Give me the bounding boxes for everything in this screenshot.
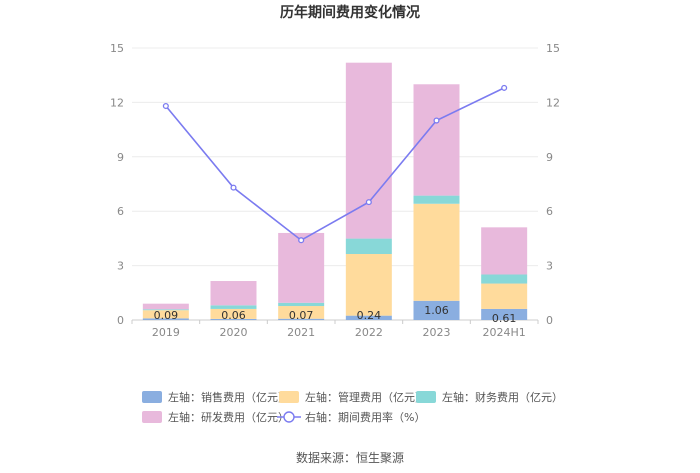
chart-title: 历年期间费用变化情况 xyxy=(280,4,420,21)
bar-segment xyxy=(481,283,528,309)
right-tick-label: 12 xyxy=(546,96,560,109)
x-tick-label: 2023 xyxy=(423,326,451,339)
grid xyxy=(132,47,538,321)
bar-segment xyxy=(481,227,528,275)
x-tick-label: 2022 xyxy=(355,326,383,339)
bar-segment xyxy=(278,232,325,303)
left-tick-label: 9 xyxy=(117,151,124,164)
rate-line xyxy=(162,84,508,244)
right-tick-label: 0 xyxy=(546,314,553,327)
right-tick-label: 3 xyxy=(546,260,553,273)
left-tick-label: 0 xyxy=(117,314,124,327)
legend-label: 左轴：销售费用（亿元） xyxy=(168,390,289,404)
rate-point xyxy=(230,184,237,191)
legend-label: 左轴：管理费用（亿元） xyxy=(305,390,426,404)
source-note: 数据来源：恒生聚源 xyxy=(296,450,404,465)
data-label: 1.06 xyxy=(424,304,449,317)
legend-label: 左轴：财务费用（亿元） xyxy=(442,390,563,404)
legend-swatch xyxy=(416,391,436,403)
right-axis: 0 3 6 9 12 15 xyxy=(546,42,560,327)
left-tick-label: 3 xyxy=(117,260,124,273)
legend-swatch xyxy=(279,391,299,403)
right-tick-label: 15 xyxy=(546,42,560,55)
bar-segment xyxy=(345,238,392,254)
bar-segment xyxy=(481,274,528,284)
bar-segment xyxy=(142,309,189,311)
legend-swatch xyxy=(142,391,162,403)
data-label: 0.07 xyxy=(289,309,314,322)
bar-segment xyxy=(142,310,189,319)
data-labels: 0.09 0.06 0.07 0.24 1.06 0.61 xyxy=(154,304,517,325)
left-tick-label: 6 xyxy=(117,205,124,218)
data-label: 0.09 xyxy=(154,309,179,322)
bar-segment xyxy=(345,62,392,239)
x-tick-label: 2020 xyxy=(220,326,248,339)
bars xyxy=(142,62,528,320)
rate-point xyxy=(298,237,305,244)
rate-point xyxy=(162,102,169,110)
legend-item: 左轴：研发费用（亿元） xyxy=(142,410,289,424)
data-label: 0.61 xyxy=(492,312,517,325)
rate-point xyxy=(433,117,440,124)
bar-segment xyxy=(481,308,528,320)
bar-segment xyxy=(345,253,392,316)
legend-label: 左轴：研发费用（亿元） xyxy=(168,410,289,424)
left-tick-label: 12 xyxy=(110,96,124,109)
bar-segment xyxy=(210,305,257,309)
bar-segment xyxy=(413,203,460,301)
bar-segment xyxy=(278,318,325,320)
rate-point xyxy=(365,199,372,206)
rate-line-path xyxy=(165,87,505,242)
bar-segment xyxy=(142,303,189,310)
bar-segment xyxy=(278,306,325,319)
bar-segment xyxy=(345,315,392,320)
legend-point-swatch xyxy=(283,411,295,423)
bar-segment xyxy=(210,318,257,320)
legend-label: 右轴：期间费用率（%） xyxy=(305,410,425,424)
legend: 左轴：销售费用（亿元） 左轴：管理费用（亿元） 左轴：财务费用（亿元） 左轴：研发费用… xyxy=(142,390,563,424)
data-label: 0.24 xyxy=(357,309,382,322)
bar-segment xyxy=(210,308,257,319)
bar-segment xyxy=(210,281,257,306)
rate-point xyxy=(501,84,508,91)
x-axis: 2019 2020 2021 2022 2023 2024H1 xyxy=(131,320,539,339)
legend-item: 左轴：管理费用（亿元） xyxy=(279,390,426,404)
legend-item: 左轴：销售费用（亿元） xyxy=(142,390,289,404)
right-tick-label: 9 xyxy=(546,151,553,164)
legend-item: 左轴：财务费用（亿元） xyxy=(416,390,563,404)
left-tick-label: 15 xyxy=(110,42,124,55)
legend-item: 右轴：期间费用率（%） xyxy=(277,410,425,424)
bar-segment xyxy=(142,318,189,320)
bar-segment xyxy=(413,300,460,320)
x-tick-label: 2021 xyxy=(287,326,315,339)
data-label: 0.06 xyxy=(221,309,246,322)
right-tick-label: 6 xyxy=(546,205,553,218)
bar-segment xyxy=(278,302,325,307)
legend-swatch xyxy=(142,411,162,423)
left-axis: 0 3 6 9 12 15 xyxy=(110,42,124,327)
bar-segment xyxy=(413,195,460,204)
x-tick-label: 2019 xyxy=(152,326,180,339)
x-tick-label: 2024H1 xyxy=(483,326,526,339)
